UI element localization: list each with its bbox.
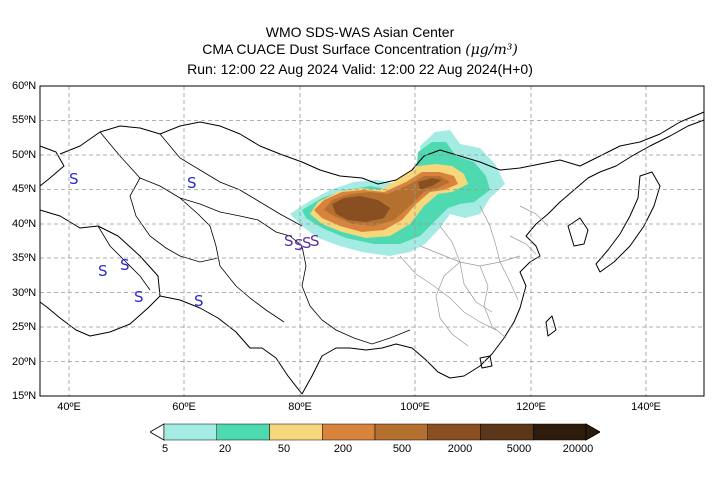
- lon-label-120: 120ºE: [516, 401, 546, 413]
- eurasia-coastline: [39, 119, 705, 395]
- units-label: (μg/m³): [465, 42, 518, 58]
- graticule: [40, 86, 704, 396]
- storm-symbol: S: [302, 234, 312, 252]
- lat-label-30: 30ºN: [12, 287, 37, 299]
- lat-label-20: 20ºN: [12, 356, 37, 368]
- subtitle-text: CMA CUACE Dust Surface Concentration: [202, 41, 466, 57]
- dust-map: S S S S S S S S S S: [39, 85, 705, 397]
- lat-label-40: 40ºN: [12, 218, 37, 230]
- storm-symbol: S: [69, 170, 79, 188]
- storm-symbol: S: [294, 236, 304, 254]
- chart-title: WMO SDS-WAS Asian Center: [265, 24, 455, 40]
- colorbar-label: 20: [218, 443, 232, 455]
- colorbar-cell: [374, 423, 428, 441]
- coastlines: [39, 111, 705, 395]
- lon-label-60: 60ºE: [172, 401, 196, 413]
- dust-level-2000: [332, 196, 390, 222]
- colorbar-label: 2000: [447, 443, 473, 455]
- province-lines: [399, 205, 549, 347]
- dust-level-2000-east: [418, 178, 442, 190]
- taiwan: [545, 315, 557, 337]
- central-asia-borders: [97, 131, 411, 345]
- colorbar-label: 50: [277, 443, 291, 455]
- colorbar-cell: [427, 423, 481, 441]
- colorbar-label: 5000: [506, 443, 532, 455]
- lat-label-60: 60ºN: [12, 80, 37, 92]
- lon-label-80: 80ºE: [288, 401, 312, 413]
- colorbar-low-arrow: [150, 423, 165, 441]
- lat-label-35: 35ºN: [12, 252, 37, 264]
- colorbar-cell: [163, 423, 217, 441]
- storm-symbol: S: [194, 292, 204, 310]
- colorbar-cell: [533, 423, 587, 441]
- china-provinces: [399, 205, 549, 347]
- colorbar-cell: [480, 423, 534, 441]
- chart-subtitle: CMA CUACE Dust Surface Concentration (μg…: [0, 41, 720, 59]
- colorbar-label: 500: [392, 443, 412, 455]
- colorbar-label: 5: [161, 443, 169, 455]
- storm-symbol: S: [120, 256, 130, 274]
- colorbar-high-arrow: [585, 423, 600, 441]
- colorbar-label: 200: [333, 443, 353, 455]
- map-frame: [39, 85, 705, 397]
- lon-label-100: 100ºE: [400, 401, 430, 413]
- lat-label-55: 55ºN: [12, 114, 37, 126]
- lat-label-45: 45ºN: [12, 183, 37, 195]
- run-valid-time: Run: 12:00 22 Aug 2024 Valid: 12:00 22 A…: [187, 61, 533, 77]
- colorbar-label: 20000: [562, 443, 594, 455]
- dust-field: [290, 130, 505, 256]
- dust-storm-markers: S S S S S S S S S S: [69, 170, 320, 310]
- colorbar-cell: [216, 423, 270, 441]
- hainan: [479, 355, 493, 369]
- colorbar: [150, 423, 600, 441]
- storm-symbol: S: [284, 232, 294, 250]
- storm-symbol: S: [134, 288, 144, 306]
- colorbar-cell: [322, 423, 376, 441]
- storm-symbol: S: [310, 232, 320, 250]
- country-borders: [97, 131, 411, 345]
- colorbar-cells: [163, 423, 587, 441]
- storm-symbol: S: [98, 262, 108, 280]
- storm-symbol: S: [187, 174, 197, 192]
- lat-label-50: 50ºN: [12, 149, 37, 161]
- lon-label-140: 140ºE: [631, 401, 661, 413]
- lat-label-15: 15ºN: [12, 390, 37, 402]
- lon-label-40: 40ºE: [57, 401, 81, 413]
- colorbar-cell: [269, 423, 323, 441]
- north-border: [59, 111, 705, 185]
- lat-label-25: 25ºN: [12, 321, 37, 333]
